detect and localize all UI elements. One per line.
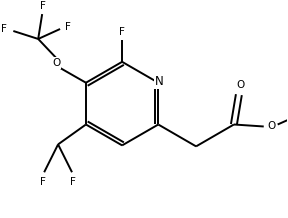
Text: F: F: [65, 22, 71, 32]
Text: F: F: [70, 177, 76, 187]
Text: O: O: [268, 121, 276, 131]
Text: F: F: [40, 177, 46, 187]
Text: O: O: [237, 80, 245, 90]
Text: F: F: [1, 24, 7, 34]
Text: F: F: [119, 27, 125, 37]
Text: F: F: [40, 1, 46, 11]
Text: N: N: [155, 75, 164, 88]
Text: O: O: [52, 58, 60, 68]
